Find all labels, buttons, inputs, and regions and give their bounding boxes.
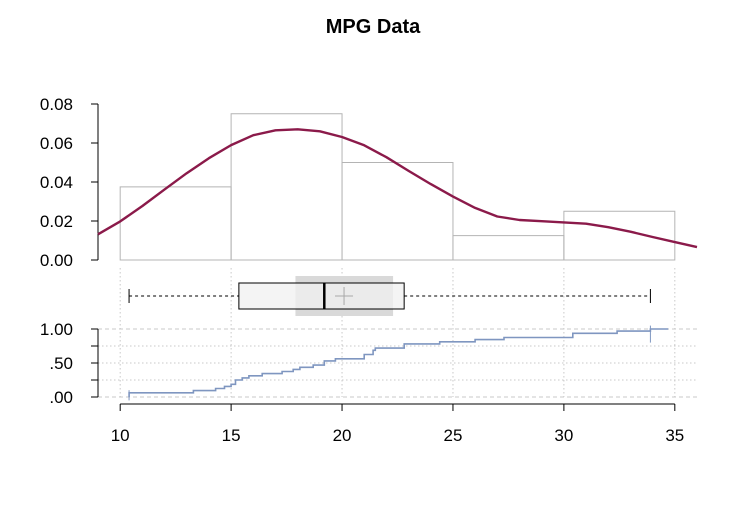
histogram-y-tick-label: 0.00: [40, 251, 73, 270]
boxplot-panel: [119, 268, 676, 397]
histogram-y-tick-label: 0.04: [40, 173, 73, 192]
ecdf-panel: .00 .50 1.00 10 15 20 25 30 35: [40, 320, 697, 445]
histogram-bar: [119, 186, 232, 261]
interquartile-box: [238, 282, 405, 310]
x-tick-label: 30: [554, 426, 573, 445]
x-tick-label: 15: [222, 426, 241, 445]
histogram-bar: [563, 210, 676, 261]
x-tick-label: 25: [444, 426, 463, 445]
x-tick-label: 35: [665, 426, 684, 445]
histogram-y-tick-label: 0.08: [40, 95, 73, 114]
ecdf-y-tick-label: .50: [49, 354, 73, 373]
x-tick-label: 10: [111, 426, 130, 445]
ecdf-y-tick-label: .00: [49, 388, 73, 407]
histogram-bar: [452, 235, 565, 261]
x-tick-label: 20: [333, 426, 352, 445]
ecdf-step-line: [128, 328, 669, 397]
histogram-y-tick-label: 0.06: [40, 134, 73, 153]
histogram-panel: 0.00 0.02 0.04 0.06 0.08: [40, 95, 698, 270]
chart-title: MPG Data: [326, 16, 421, 38]
ecdf-y-tick-label: 1.00: [40, 320, 73, 339]
density-curve: [97, 128, 698, 249]
histogram-bar: [230, 113, 343, 261]
histogram-bar: [341, 162, 454, 261]
histogram-y-tick-label: 0.02: [40, 212, 73, 231]
